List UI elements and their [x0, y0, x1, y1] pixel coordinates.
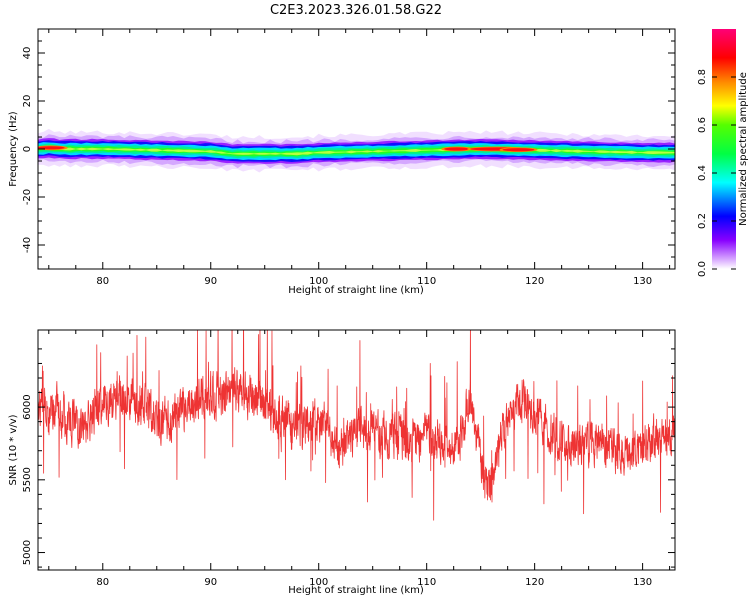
snr-x-tick-label: 120 [525, 577, 544, 588]
colorbar-label: Normalized spectral amplitude [738, 72, 749, 226]
spectrogram-x-tick-label: 100 [309, 276, 328, 287]
spectrogram-y-tick-label: 0 [22, 146, 33, 152]
snr-x-tick-label: 80 [96, 577, 109, 588]
figure-title: C2E3.2023.326.01.58.G22 [270, 3, 442, 18]
spectrogram-y-tick-label: -20 [22, 189, 33, 205]
snr-y-tick-label: 6000 [22, 394, 33, 419]
snr-frame [37, 329, 676, 571]
spectrogram-x-tick-label: 80 [96, 276, 109, 287]
spectrogram-panel: 80 90 100 110 120 130 -40 -20 0 20 40 Height of s… [8, 28, 676, 296]
snr-panel: 80 90 100 110 120 130 5000 5500 6000 Height of … [8, 329, 676, 596]
snr-x-ticks: 80 90 100 110 120 130 [48, 330, 671, 588]
spectrogram-y-tick-label: -40 [22, 237, 33, 253]
snr-y-ticks: 5000 5500 6000 [22, 348, 675, 568]
colorbar-tick-label: 0.6 [697, 117, 708, 133]
spectrogram-y-tick-label: 40 [22, 47, 33, 60]
snr-x-tick-label: 100 [309, 577, 328, 588]
colorbar-ticks: 0.0 0.2 0.4 0.6 0.8 [697, 69, 736, 277]
snr-y-tick-label: 5000 [22, 540, 33, 565]
colorbar: 0.0 0.2 0.4 0.6 0.8 Normalized spectral ampl… [697, 29, 749, 277]
spectrogram-peak [502, 148, 535, 152]
colorbar-gradient [712, 29, 736, 269]
snr-x-tick-label: 130 [633, 577, 652, 588]
spectrogram-x-ticks: 80 90 100 110 120 130 [48, 29, 671, 287]
spectrogram-x-tick-label: 110 [417, 276, 436, 287]
snr-x-tick-label: 90 [204, 577, 217, 588]
snr-line-group [38, 330, 675, 521]
spectrogram-y-axis-label: Frequency (Hz) [8, 111, 19, 187]
spectrogram-y-ticks: -40 -20 0 20 40 [22, 28, 675, 270]
colorbar-tick-label: 0.0 [697, 261, 708, 277]
colorbar-tick-label: 0.4 [697, 165, 708, 181]
colorbar-tick-label: 0.2 [697, 213, 708, 229]
snr-series-line [38, 330, 675, 521]
colorbar-tick-label: 0.8 [697, 69, 708, 85]
spectrogram-y-tick-label: 20 [22, 95, 33, 108]
spectrogram-band [38, 128, 675, 173]
spectrogram-x-tick-label: 90 [204, 276, 217, 287]
spectrogram-x-tick-label: 120 [525, 276, 544, 287]
spectrogram-x-tick-label: 130 [633, 276, 652, 287]
snr-y-axis-label: SNR (10 * v/v) [8, 414, 19, 485]
spectrogram-x-axis-label: Height of straight line (km) [288, 285, 424, 296]
spectrogram-peak [444, 147, 470, 151]
snr-x-tick-label: 110 [417, 577, 436, 588]
snr-y-tick-label: 5500 [22, 467, 33, 492]
snr-x-axis-label: Height of straight line (km) [288, 585, 424, 596]
